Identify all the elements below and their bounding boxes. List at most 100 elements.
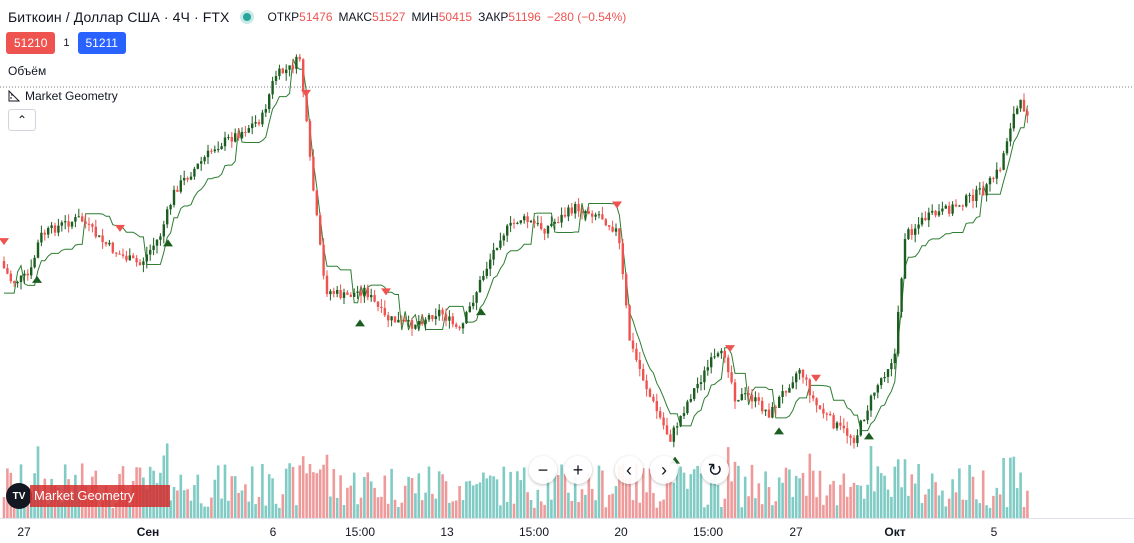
sell-button[interactable]: 51210 [6, 32, 56, 54]
collapse-legend-button[interactable]: ⌃ [8, 109, 36, 131]
candle-body [818, 405, 822, 409]
volume-bar [754, 498, 757, 518]
candle-body [353, 292, 356, 297]
volume-bar [97, 507, 101, 518]
volume-bar [335, 497, 339, 518]
candle-body [948, 205, 951, 214]
volume-bar [278, 507, 281, 518]
volume-bar [937, 495, 941, 518]
reset-chart-button[interactable]: ↻ [701, 456, 729, 484]
volume-bar [1002, 457, 1005, 518]
volume-bar [927, 488, 931, 518]
buy-signal-icon [774, 427, 784, 435]
volume-bar [730, 481, 733, 518]
candle-body [274, 76, 278, 81]
symbol-name[interactable]: Биткоин / Доллар США [8, 9, 160, 25]
buy-button[interactable]: 51211 [77, 32, 126, 54]
volume-bar [213, 479, 217, 518]
volume-bar [917, 464, 920, 518]
volume-bar [818, 470, 822, 518]
candle-body [43, 232, 46, 235]
volume-bar [743, 476, 747, 518]
scroll-right-button[interactable]: › [650, 456, 678, 484]
candle-body [968, 194, 971, 196]
volume-bar [825, 495, 829, 518]
candle-body [13, 281, 16, 284]
candle-body [193, 168, 196, 177]
candle-body [111, 242, 114, 253]
volume-bar [767, 487, 771, 518]
volume-bar [179, 474, 183, 518]
volume-bar [427, 466, 431, 518]
volume-bar [461, 500, 465, 518]
candle-body [927, 212, 930, 221]
volume-bar [771, 505, 774, 518]
candle-body [448, 316, 451, 321]
candle-body [580, 211, 584, 214]
time-tick: 15:00 [692, 525, 724, 539]
candle-body [764, 409, 767, 412]
volume-bar [393, 499, 397, 518]
volume-bar [111, 507, 115, 518]
candle-body [468, 306, 471, 313]
zoom-in-button[interactable]: + [564, 456, 592, 484]
sell-signal-icon [381, 288, 391, 296]
volume-bar [291, 466, 295, 518]
candle-body [9, 273, 12, 282]
candle-body [359, 291, 363, 296]
volume-bar [339, 475, 342, 518]
volume-bar [189, 500, 193, 518]
volume-bar [716, 485, 720, 518]
volume-bar [522, 467, 526, 518]
exchange-label[interactable]: FTX [202, 9, 230, 25]
volume-bar [811, 470, 815, 518]
candle-body [509, 222, 512, 226]
volume-bar [274, 503, 278, 518]
price-chart[interactable] [0, 0, 1134, 518]
volume-bar [577, 501, 580, 518]
chevron-up-icon: ⌃ [16, 113, 28, 127]
tradingview-badge[interactable]: TV Market Geometry [6, 483, 170, 509]
volume-bar [488, 475, 492, 518]
volume-bar [750, 464, 754, 518]
candle-body [584, 211, 587, 214]
zoom-out-button[interactable]: − [529, 456, 557, 484]
time-axis[interactable]: 27 Сен 6 15:00 13 15:00 20 15:00 27 Окт … [0, 518, 1134, 543]
volume-bar [308, 464, 312, 518]
volume-bar [883, 475, 886, 518]
candle-body [104, 242, 108, 245]
indicator-legend[interactable]: Market Geometry [8, 89, 118, 103]
volume-bar [332, 469, 336, 518]
scroll-left-button[interactable]: ‹ [615, 456, 643, 484]
candle-body [832, 415, 835, 429]
volume-bar [526, 492, 529, 518]
volume-bar [822, 504, 825, 518]
volume-bar [325, 454, 329, 518]
volume-bar [852, 482, 856, 518]
candle-body [108, 242, 111, 245]
candle-body [390, 316, 393, 321]
interval-label[interactable]: 4Ч [172, 9, 190, 25]
volume-bar [288, 463, 291, 518]
volume-legend[interactable]: Объём [8, 64, 47, 78]
candle-body [135, 258, 138, 263]
volume-bar [764, 471, 767, 518]
volume-bar [692, 469, 696, 518]
volume-bar [369, 481, 373, 518]
volume-bar [896, 459, 900, 518]
volume-bar [495, 479, 499, 518]
candle-body [798, 369, 801, 374]
candle-body [6, 268, 9, 274]
volume-bar [233, 476, 237, 518]
volume-bar [478, 482, 482, 518]
volume-bar [390, 468, 393, 518]
candle-body [523, 216, 526, 221]
volume-bar [315, 473, 319, 518]
candle-body [815, 398, 818, 406]
candle-body [366, 287, 369, 298]
candle-body [965, 195, 968, 207]
candle-body [1016, 108, 1019, 114]
sell-signal-icon [725, 345, 735, 353]
candle-body [536, 223, 539, 225]
time-tick: Сен [136, 525, 160, 539]
